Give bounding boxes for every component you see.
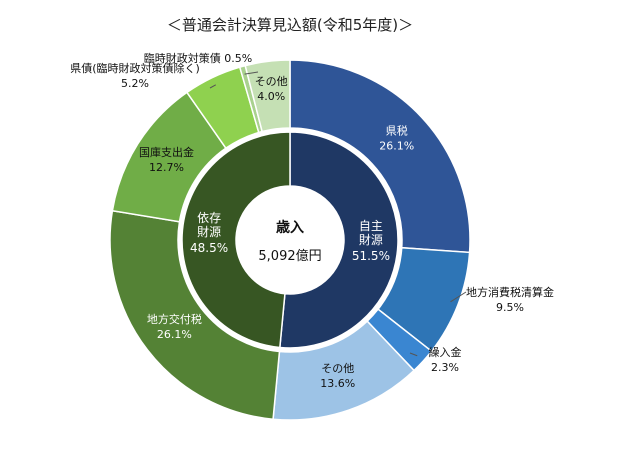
chart-title: ＜普通会計決算見込額(令和5年度)＞	[167, 16, 413, 34]
leader-line	[409, 352, 418, 357]
outer-slice-value: 26.1%	[157, 328, 192, 341]
inner-slice-label: 財源	[197, 224, 221, 239]
center-total: 5,092億円	[258, 248, 321, 264]
outer-slice-value: 26.1%	[379, 139, 414, 152]
outer-slice-label: 臨時財政対策債 0.5%	[144, 51, 252, 65]
outer-slice-label: 国庫支出金	[139, 145, 194, 159]
center-hole	[236, 186, 344, 294]
inner-slice-label: 依存	[197, 210, 221, 225]
outer-slice	[289, 59, 471, 254]
outer-slice-value: 12.7%	[149, 161, 184, 174]
leader-line	[209, 84, 217, 89]
outer-slice-label: 繰入金	[429, 345, 462, 359]
outer-slice-value: 13.6%	[320, 377, 355, 390]
outer-slice-label: その他	[321, 362, 354, 375]
outer-slice-label: 地方交付税	[147, 312, 202, 326]
outer-slice-label: 県債(臨時財政対策債除く)	[70, 61, 200, 75]
outer-slice	[109, 209, 281, 421]
outer-slice-value: 5.2%	[121, 77, 149, 90]
leader-line	[244, 71, 259, 75]
outer-slice-label: 地方消費税清算金	[466, 285, 554, 299]
inner-slice-label: 自主	[359, 219, 383, 233]
leader-line	[450, 291, 467, 303]
outer-slice-label: その他	[255, 75, 288, 88]
outer-slice-value: 2.3%	[431, 361, 459, 374]
inner-slice-value: 48.5%	[190, 241, 228, 255]
outer-slice-value: 9.5%	[496, 301, 524, 314]
outer-slice	[244, 59, 291, 133]
slice-labels: 自主財源51.5%依存財源48.5%県税26.1%地方消費税清算金9.5%繰入金…	[70, 51, 554, 390]
center-title: 歳入	[276, 219, 304, 236]
outer-slice-label: 県税	[386, 123, 408, 137]
outer-ring	[109, 59, 471, 421]
inner-slice-label: 財源	[359, 232, 383, 247]
inner-slice-value: 51.5%	[352, 249, 390, 263]
outer-slice-value: 4.0%	[257, 90, 285, 103]
